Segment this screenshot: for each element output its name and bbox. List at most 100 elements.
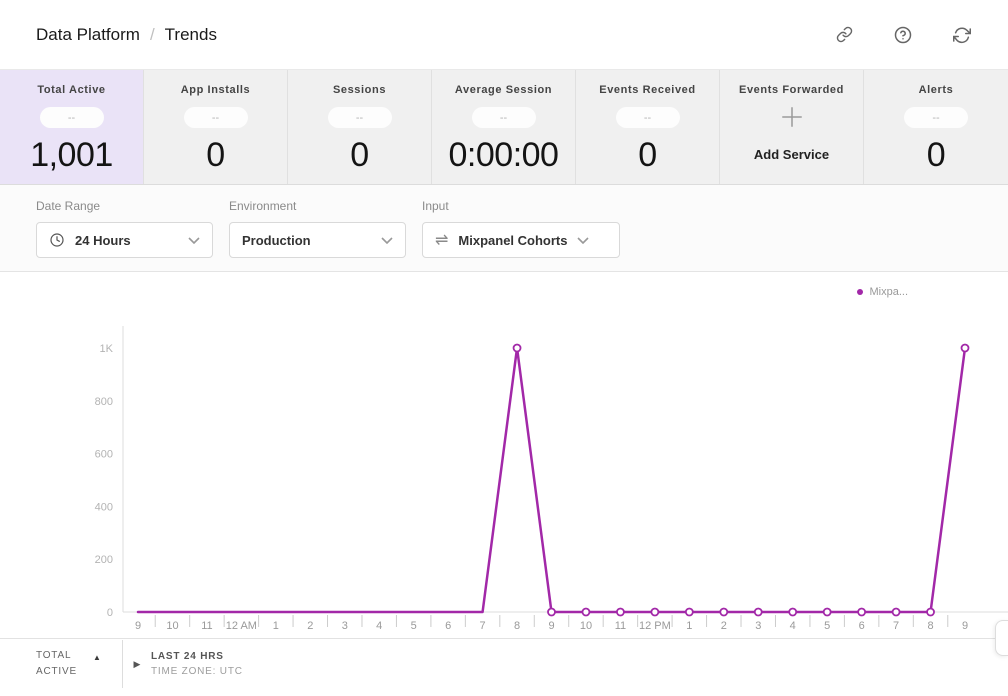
clock-icon — [49, 232, 65, 248]
footer-range-label: LAST 24 HRS — [151, 651, 224, 662]
y-axis-label: 1K — [100, 343, 114, 355]
refresh-icon[interactable] — [952, 25, 972, 45]
x-axis-label: 6 — [445, 620, 451, 632]
stat-label: Events Received — [599, 84, 696, 96]
stat-threshold-pill[interactable]: -- — [327, 107, 392, 128]
stat-label: Sessions — [332, 84, 387, 96]
x-axis-label: 5 — [824, 620, 830, 632]
stat-value: 0 — [350, 136, 369, 174]
stat-card-alerts[interactable]: Alerts -- 0 — [864, 70, 1008, 184]
stat-threshold-pill[interactable]: -- — [615, 107, 680, 128]
data-point-marker — [822, 607, 832, 617]
data-point-marker — [650, 607, 660, 617]
x-axis-label: 8 — [927, 620, 933, 632]
header: Data Platform / Trends — [0, 0, 1008, 70]
filter-label: Input — [422, 199, 449, 213]
edge-panel-handle[interactable] — [995, 620, 1008, 656]
x-axis-label: 2 — [721, 620, 727, 632]
breadcrumb-app-title[interactable]: Data Platform — [36, 24, 140, 44]
page-title: Trends — [164, 24, 217, 44]
data-point-marker — [960, 343, 970, 353]
stat-label: App Installs — [180, 84, 251, 96]
x-axis-label: 7 — [893, 620, 899, 632]
add-service-button[interactable]: Add Service — [753, 147, 830, 162]
stat-card-sessions[interactable]: Sessions -- 0 — [288, 70, 432, 184]
expand-row-icon[interactable]: ▶ — [133, 658, 141, 669]
stat-label: Events Forwarded — [739, 84, 844, 96]
filter-date-range: Date Range 24 Hours — [36, 199, 213, 271]
stat-value: 0 — [926, 136, 946, 174]
sort-ascending-icon: ▲ — [93, 653, 101, 662]
footer-column-label: TOTAL ACTIVE — [36, 650, 77, 677]
trend-line — [136, 346, 967, 614]
swap-icon: ⇌ — [435, 232, 449, 249]
breadcrumb-separator: / — [149, 24, 155, 44]
date-range-value: 24 Hours — [75, 232, 131, 248]
data-point-marker — [857, 607, 867, 617]
trend-chart: Mixpa... 1K 800 600 400 200 0 9 10 11 12 AM 1 2 3 4 5 6… — [0, 272, 1008, 640]
stat-label: Total Active — [37, 84, 106, 96]
data-point-marker — [581, 607, 591, 617]
date-range-select[interactable]: 24 Hours — [36, 222, 213, 258]
link-icon[interactable] — [834, 25, 854, 45]
chevron-down-icon — [381, 236, 393, 244]
x-axis-label: 12 AM — [226, 620, 257, 632]
legend-label: Mixpa... — [869, 286, 908, 298]
x-axis-label: 11 — [201, 620, 212, 632]
filter-label: Date Range — [36, 199, 101, 213]
breadcrumb: Data Platform / Trends — [36, 25, 217, 45]
sort-column-total-active[interactable]: TOTAL ACTIVE ▲ — [0, 640, 123, 688]
x-axis-label: 3 — [342, 620, 348, 632]
stat-threshold-pill[interactable]: -- — [183, 107, 248, 128]
stat-threshold-pill[interactable]: -- — [904, 107, 968, 128]
stat-card-events-received[interactable]: Events Received -- 0 — [576, 70, 720, 184]
x-axis-label: 10 — [580, 620, 592, 632]
x-axis-label: 4 — [790, 620, 796, 632]
y-axis-label: 200 — [95, 554, 113, 566]
stat-threshold-pill[interactable]: -- — [471, 107, 536, 128]
input-select[interactable]: ⇌ Mixpanel Cohorts — [422, 222, 620, 258]
data-point-marker — [788, 607, 798, 617]
data-point-marker — [684, 607, 694, 617]
x-axis-label: 12 PM — [639, 620, 671, 632]
x-axis-label: 5 — [411, 620, 417, 632]
plus-icon — [779, 104, 805, 135]
filter-environment: Environment Production — [229, 199, 406, 271]
stat-card-average-session[interactable]: Average Session -- 0:00:00 — [432, 70, 576, 184]
y-axis-label: 600 — [95, 449, 113, 461]
stat-threshold-pill[interactable]: -- — [39, 107, 104, 128]
help-icon[interactable] — [893, 25, 913, 45]
legend-item-mixpanel[interactable]: Mixpa... — [857, 286, 908, 298]
data-point-marker — [512, 343, 522, 353]
x-axis-label: 9 — [135, 620, 141, 632]
chevron-down-icon — [188, 236, 200, 244]
x-axis-label: 6 — [859, 620, 865, 632]
data-point-marker — [719, 607, 729, 617]
y-axis-label: 0 — [107, 607, 113, 619]
data-point-marker — [616, 607, 625, 617]
data-point-marker — [891, 607, 901, 617]
filter-bar: Date Range 24 Hours Environment Producti… — [0, 185, 1008, 272]
x-axis-label: 10 — [166, 620, 178, 632]
environment-value: Production — [242, 232, 311, 248]
x-axis-label: 4 — [376, 620, 382, 632]
x-axis-label: 9 — [548, 620, 554, 632]
filter-label: Environment — [229, 199, 297, 213]
y-axis-label: 800 — [95, 396, 113, 408]
legend-dot — [857, 289, 864, 295]
stat-card-total-active[interactable]: Total Active -- 1,001 — [0, 70, 144, 184]
header-actions — [834, 25, 972, 45]
footer-timezone-label: TIME ZONE: UTC — [151, 666, 243, 677]
chevron-down-icon — [577, 236, 590, 244]
stat-value: 0 — [638, 136, 657, 174]
environment-select[interactable]: Production — [229, 222, 406, 258]
stat-card-events-forwarded[interactable]: Events Forwarded Add Service — [720, 70, 864, 184]
data-point-marker — [753, 607, 763, 617]
x-axis-label: 3 — [755, 620, 761, 632]
input-value: Mixpanel Cohorts — [458, 232, 568, 248]
stat-value: 0 — [206, 136, 225, 174]
stat-card-app-installs[interactable]: App Installs -- 0 — [144, 70, 288, 184]
stat-label: Alerts — [918, 84, 954, 96]
x-axis-label: 9 — [962, 620, 968, 632]
